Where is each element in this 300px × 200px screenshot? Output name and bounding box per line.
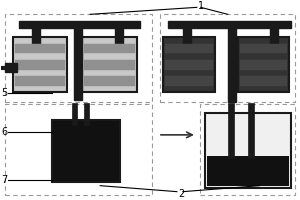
Bar <box>72 103 77 125</box>
Bar <box>14 44 65 53</box>
Bar <box>13 37 67 92</box>
Bar <box>32 28 40 45</box>
Bar <box>4 104 152 195</box>
Bar <box>82 37 137 92</box>
Text: 7: 7 <box>2 175 8 185</box>
Bar <box>228 103 234 158</box>
Bar <box>74 28 82 100</box>
Text: 2: 2 <box>178 189 184 199</box>
Bar <box>4 63 16 72</box>
Bar <box>240 60 287 70</box>
Bar <box>19 21 140 28</box>
Bar <box>200 104 296 195</box>
Bar <box>160 14 296 102</box>
Bar <box>205 113 292 188</box>
Bar <box>183 28 191 45</box>
Bar <box>228 28 236 102</box>
Bar <box>240 44 287 53</box>
Bar <box>115 28 123 45</box>
Bar <box>165 60 213 70</box>
Bar <box>163 37 215 92</box>
Bar <box>168 21 292 28</box>
Bar <box>14 60 65 70</box>
Bar <box>84 44 135 53</box>
Bar <box>14 76 65 86</box>
Bar <box>165 44 213 53</box>
Bar <box>238 37 290 92</box>
Bar <box>165 76 213 86</box>
Text: 6: 6 <box>2 127 8 137</box>
Text: 1: 1 <box>198 1 204 11</box>
Bar <box>84 60 135 70</box>
Bar <box>4 14 152 102</box>
Bar <box>248 103 254 158</box>
Text: 5: 5 <box>2 88 8 98</box>
Bar <box>269 28 278 45</box>
Bar <box>84 103 89 125</box>
Bar <box>52 120 120 182</box>
Bar <box>240 76 287 86</box>
Bar <box>207 156 290 186</box>
Bar <box>84 76 135 86</box>
